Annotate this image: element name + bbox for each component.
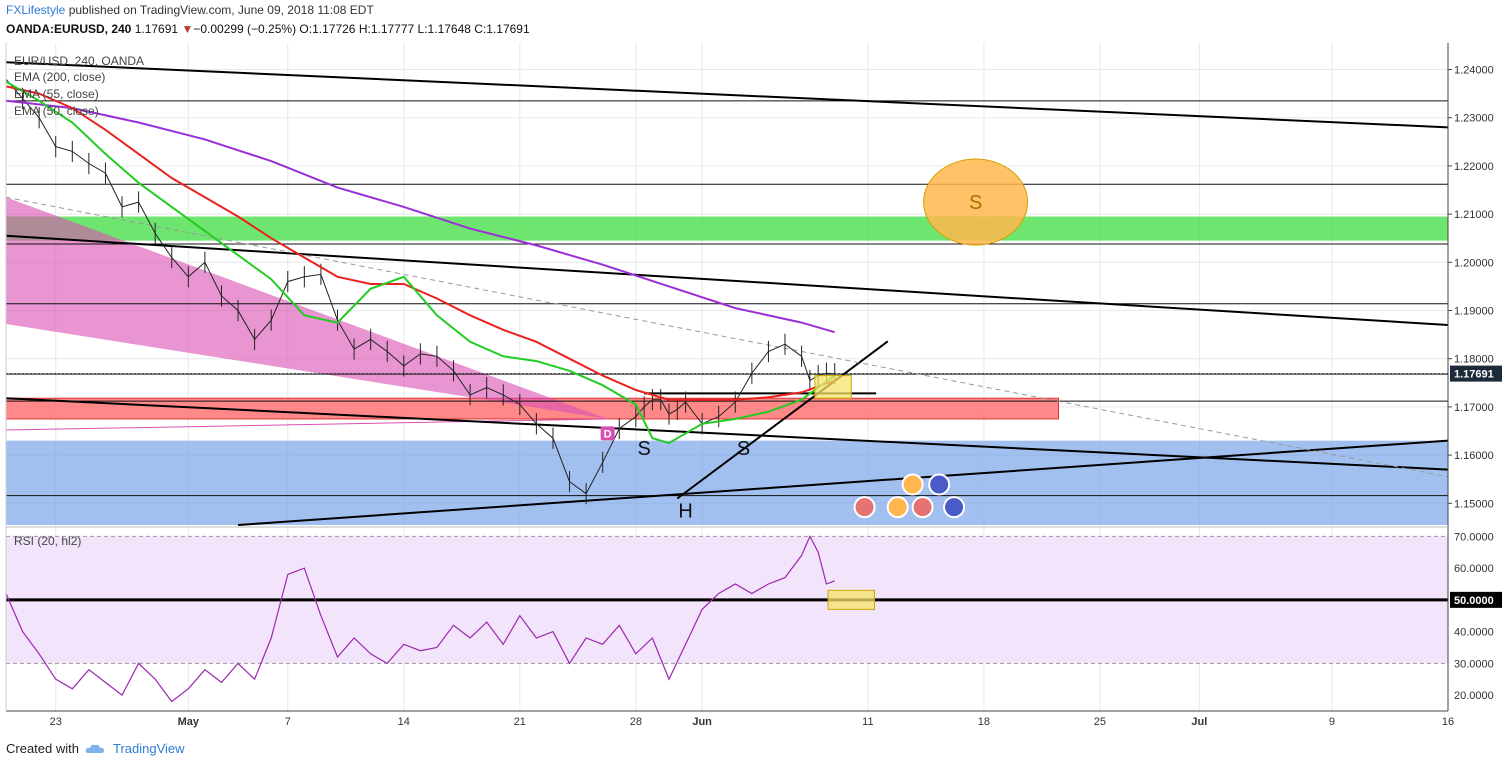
economic-event-icon [943,496,966,519]
last-price-tag [1450,365,1502,382]
harmonic-pattern-wedge [6,197,608,419]
price-tick-label: 1.23000 [1454,113,1494,125]
pattern-d-label: D [604,428,612,440]
middle-channel-trendline [5,234,1449,326]
ohlc-bar: OANDA:EURUSD, 240 1.17691 ▼−0.00299 (−0.… [6,22,530,36]
rsi-tick-label: 20.0000 [1454,690,1494,702]
time-tick-label: 25 [1094,716,1106,728]
green-resistance-zone [6,216,1448,241]
pattern-d-marker [600,426,615,441]
change-value: −0.00299 (−0.25%) [193,22,297,36]
retest-highlight-box [814,375,852,399]
rsi-tick-label: 70.0000 [1454,531,1494,543]
economic-event-icon [901,473,924,496]
price-tick-label: 1.18000 [1454,354,1494,366]
legend-item: EMA (50, close) [14,104,99,118]
target-circle [923,158,1029,246]
time-tick-label: 28 [630,716,642,728]
pattern-letter-label: S [737,438,750,460]
economic-event-icon [853,496,876,519]
time-tick-label: 14 [398,716,410,728]
ema50-line [5,80,836,445]
time-tick-label: 7 [285,716,291,728]
rsi-tick-label: 60.0000 [1454,563,1494,575]
ema200-line [5,99,835,334]
rsi-pane: RSI (20, hl2) [5,534,1448,703]
rising-support-trendline [237,439,1449,526]
time-tick-label: May [178,716,200,728]
price-tick-label: 1.15000 [1454,498,1494,510]
trendlines-layer [5,61,1449,526]
time-tick-label: 11 [862,716,873,728]
rsi-tick-label: 50.0000 [1454,595,1494,607]
annotations-layer: S H S S D [600,158,1029,523]
price-tick-label: 1.24000 [1454,65,1494,77]
dashed-projection-line [5,196,1449,478]
down-triangle-icon: ▼ [181,22,194,36]
open-value: O:1.17726 [299,22,356,36]
price-tick-label: 1.17000 [1454,402,1494,414]
legend: EUR/USD, 240, OANDA EMA (200, close) EMA (… [14,54,144,118]
rsi-label: RSI (20, hl2) [14,534,81,548]
economic-event-icon [928,473,951,496]
ema55-line [5,85,836,401]
tradingview-link[interactable]: TradingView [112,741,185,756]
low-value: L:1.17648 [417,22,471,36]
price-tick-label: 1.20000 [1454,257,1494,269]
footer: Created with TradingView [6,741,185,756]
legend-item: EUR/USD, 240, OANDA [14,54,144,68]
time-tick-label: 21 [514,716,526,728]
upper-channel-trendline [5,61,1449,129]
author-link[interactable]: FXLifestyle [6,3,66,17]
price-tick-label: 1.22000 [1454,161,1494,173]
time-tick-label: Jul [1191,716,1207,728]
symbol-label: OANDA:EURUSD, 240 [6,22,132,36]
time-tick-label: 9 [1329,716,1335,728]
price-tick-label: 1.19000 [1454,306,1494,318]
price-tick-label: 1.21000 [1454,209,1494,221]
economic-event-icon [911,496,934,519]
pattern-letter-label: H [678,501,692,523]
economic-event-icon [886,496,909,519]
last-value: 1.17691 [134,22,179,36]
last-price-tag-text: 1.17691 [1454,369,1494,381]
close-value: C:1.17691 [474,22,530,36]
blue-demand-zone [6,440,1448,525]
zones-layer [5,197,1448,525]
neckline-uptrend [676,340,889,500]
legend-item: EMA (200, close) [14,70,105,84]
rsi-highlight-box [827,589,876,610]
tradingview-cloud-icon [85,744,104,753]
publish-info: FXLifestyle published on TradingView.com… [6,3,374,17]
rsi-50-tag [1450,591,1502,608]
legend-item: EMA (55, close) [14,87,99,101]
ema-lines-layer [5,80,836,445]
pattern-letter-label: S [969,192,982,214]
price-series-layer [5,68,836,505]
time-tick-label: Jun [692,716,712,728]
publish-text: published on TradingView.com, June 09, 2… [68,3,374,17]
price-tick-label: 1.16000 [1454,450,1494,462]
time-tick-label: 23 [50,716,62,728]
rsi-tick-label: 40.0000 [1454,627,1494,639]
time-tick-label: 18 [978,716,990,728]
pattern-base-line [5,418,608,431]
rsi-tick-label: 30.0000 [1454,658,1494,670]
price-line [5,78,835,495]
high-value: H:1.17777 [358,22,415,36]
created-with-text: Created with [6,741,79,756]
axes-layer: 1.24000 1.23000 1.22000 1.21000 1.20000 1.190… [5,43,1502,728]
pattern-letter-label: S [637,438,650,460]
rsi-line [5,535,835,703]
time-tick-label: 16 [1442,716,1454,728]
